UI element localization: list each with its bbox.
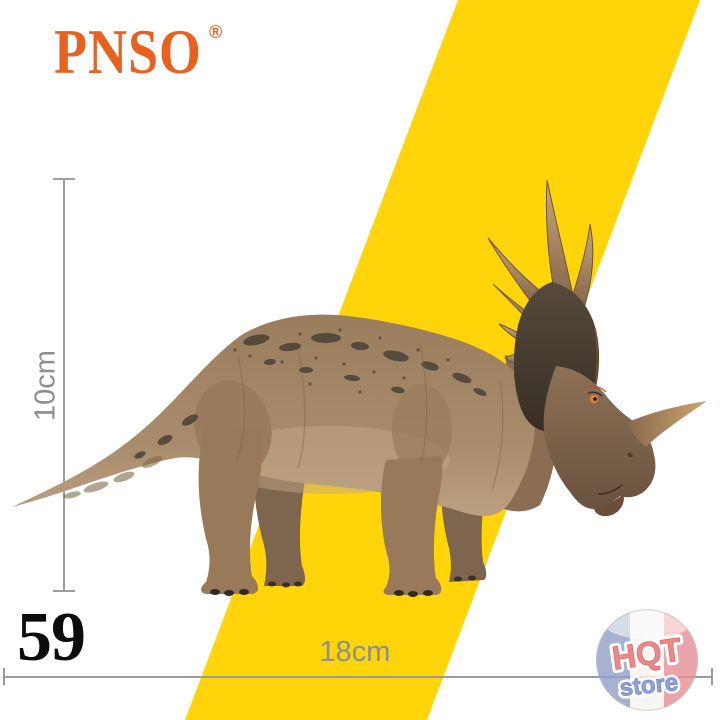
pnso-logo-text: PNSO <box>54 17 202 87</box>
length-dimension-label: 18cm <box>319 636 391 668</box>
length-dimension-line <box>3 676 712 678</box>
dino-shoulder <box>392 384 452 476</box>
dino-nose-horn <box>628 401 707 447</box>
svg-text:store: store <box>618 669 679 702</box>
registered-trademark-icon: ® <box>209 22 223 42</box>
pnso-logo: PNSO ® <box>54 17 254 87</box>
length-dimension-cap-right <box>711 668 713 685</box>
dino-head <box>543 366 656 509</box>
height-dimension-cap-top <box>52 178 75 180</box>
dino-speckles <box>233 328 450 394</box>
dino-beak <box>594 494 624 517</box>
dino-back-spots <box>134 333 487 459</box>
watermark-line2: store store <box>615 666 682 705</box>
model-number: 59 <box>17 599 86 676</box>
dino-near-hind-leg <box>198 424 263 594</box>
height-dimension-line <box>63 178 65 591</box>
length-dimension-cap-left <box>3 668 5 685</box>
dinosaur-art <box>12 179 707 597</box>
hqt-store-watermark: HQT HQT store store <box>596 609 698 711</box>
dino-tail-bands <box>63 456 163 499</box>
dino-near-front-leg <box>380 456 443 595</box>
height-dimension-cap-bottom <box>52 590 75 592</box>
